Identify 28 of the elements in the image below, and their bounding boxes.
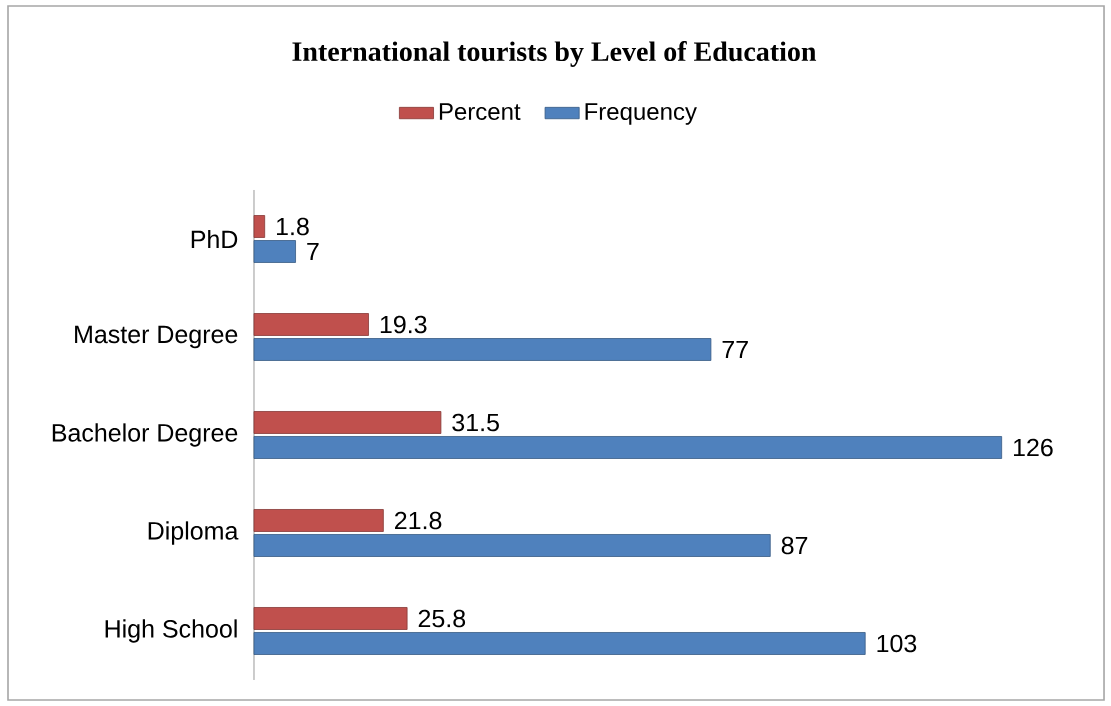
data-label: 103 — [877, 634, 917, 653]
bar — [253, 215, 266, 238]
y-tick-label: Bachelor Degree — [52, 423, 238, 447]
y-tick-label: High School — [105, 619, 237, 643]
data-label: 31.5 — [452, 413, 499, 432]
bar — [253, 607, 408, 630]
y-tick-label: Diploma — [148, 521, 239, 545]
data-label: 21.8 — [395, 511, 442, 530]
data-label: 87 — [781, 536, 808, 555]
data-label: 77 — [722, 340, 748, 359]
data-label: 126 — [1013, 438, 1053, 457]
y-tick-label: PhD — [191, 229, 238, 249]
bar — [253, 534, 771, 557]
bar — [253, 411, 442, 434]
bar — [253, 509, 384, 532]
bar — [253, 313, 369, 336]
y-tick-label: Master Degree — [75, 325, 238, 349]
chart-title: International tourists by Level of Education — [292, 41, 817, 67]
data-label: 25.8 — [418, 609, 466, 628]
bar — [253, 338, 712, 361]
data-label: 7 — [307, 242, 319, 261]
bar — [253, 240, 296, 263]
legend-label: Frequency — [585, 103, 697, 125]
data-label: 19.3 — [380, 315, 427, 334]
bar — [253, 632, 866, 655]
data-label: 1.8 — [276, 217, 309, 236]
bar — [253, 436, 1003, 459]
legend-label: Percent — [439, 103, 521, 121]
